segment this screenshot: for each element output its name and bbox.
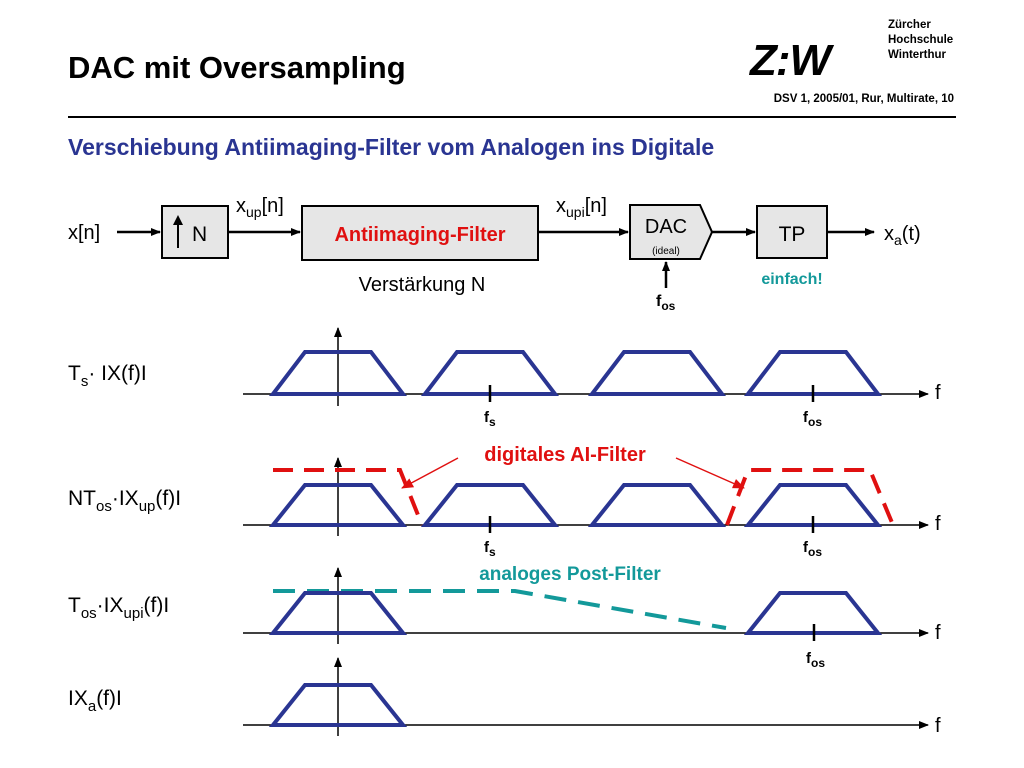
slide-reference: DSV 1, 2005/01, Rur, Multirate, 10 xyxy=(773,93,954,105)
dac-block xyxy=(629,204,714,260)
institution-logo: Z:W xyxy=(750,36,831,85)
institution-name-line: Hochschule xyxy=(888,34,954,46)
frequency-axis-label: f xyxy=(935,715,941,737)
spectrum-trapezoid xyxy=(587,350,727,396)
fos-tick-label: fos xyxy=(803,539,822,559)
spectrum-trapezoid xyxy=(268,683,408,727)
institution-name-line: Zürcher xyxy=(888,19,931,31)
digital-filter-response xyxy=(725,468,895,526)
spectrum-trapezoid xyxy=(743,591,883,635)
spectrum-trapezoid xyxy=(268,350,408,396)
spectrum-trapezoid xyxy=(420,483,560,527)
filter-gain-label: Verstärkung N xyxy=(359,274,486,296)
upsampler-factor: N xyxy=(192,223,207,246)
digital-filter-pointer xyxy=(675,457,745,489)
output-signal-label: xa(t) xyxy=(884,223,921,248)
antiimaging-filter-block xyxy=(301,205,539,261)
analog-filter-label: analoges Post-Filter xyxy=(479,564,661,585)
spectrum-row-3: Tos·IXupi(f)I f fos xyxy=(68,567,941,670)
row-3-label: Tos·IXupi(f)I xyxy=(68,594,169,622)
up-arrow-icon xyxy=(173,215,183,248)
frequency-axis-label: f xyxy=(935,622,941,644)
spectrum-trapezoid xyxy=(587,483,727,527)
fos-tick-label: fos xyxy=(806,650,825,670)
antiimaging-filter-label: Antiimaging-Filter xyxy=(334,224,505,246)
spectrum-row-1: Ts· IX(f)I f fs fos xyxy=(68,327,941,429)
spectrum-trapezoid xyxy=(268,483,408,527)
lowpass-label: TP xyxy=(779,223,806,246)
row-2-label: NTos·IXup(f)I xyxy=(68,487,181,515)
upsampler-block xyxy=(161,205,229,259)
frequency-axis-label: f xyxy=(935,513,941,535)
digital-filter-annotation: digitales AI-Filter xyxy=(401,444,745,489)
title-divider xyxy=(68,116,956,118)
spectrum-row-4: IXa(f)I f xyxy=(68,657,941,737)
lowpass-note: einfach! xyxy=(761,271,822,288)
institution-name: Zürcher Hochschule Winterthur xyxy=(888,18,953,63)
upsampled-signal-label: xup[n] xyxy=(236,195,284,220)
row-1-label: Ts· IX(f)I xyxy=(68,362,147,390)
fs-tick-label: fs xyxy=(484,539,496,559)
frequency-axis-label: f xyxy=(935,382,941,404)
digital-filter-response xyxy=(273,468,424,526)
dac-label: DAC xyxy=(645,216,687,238)
digital-filter-label: digitales AI-Filter xyxy=(484,444,646,466)
dac-ideal-note: (ideal) xyxy=(652,246,680,257)
digital-filter-pointer xyxy=(401,457,459,489)
spectrum-trapezoid xyxy=(420,350,560,396)
spectrum-trapezoid xyxy=(743,350,883,396)
dac-clock-label: fos xyxy=(656,293,676,313)
spectrum-trapezoid xyxy=(268,591,408,635)
spectrum-trapezoid xyxy=(743,483,883,527)
institution-name-line: Winterthur xyxy=(888,49,947,61)
analog-filter-response xyxy=(273,589,727,630)
slide-subtitle: Verschiebung Antiimaging-Filter vom Anal… xyxy=(68,134,715,160)
slide-title: DAC mit Oversampling xyxy=(68,50,406,85)
input-signal-label: x[n] xyxy=(68,222,100,244)
spectrum-row-2: NTos·IXup(f)I f fs fos xyxy=(68,457,941,559)
row-4-label: IXa(f)I xyxy=(68,687,122,715)
interpolated-signal-label: xupi[n] xyxy=(556,195,607,220)
fs-tick-label: fs xyxy=(484,409,496,429)
block-diagram: x[n] N xup[n] Antiimaging-Filter Verstär… xyxy=(68,195,921,313)
fos-tick-label: fos xyxy=(803,409,822,429)
